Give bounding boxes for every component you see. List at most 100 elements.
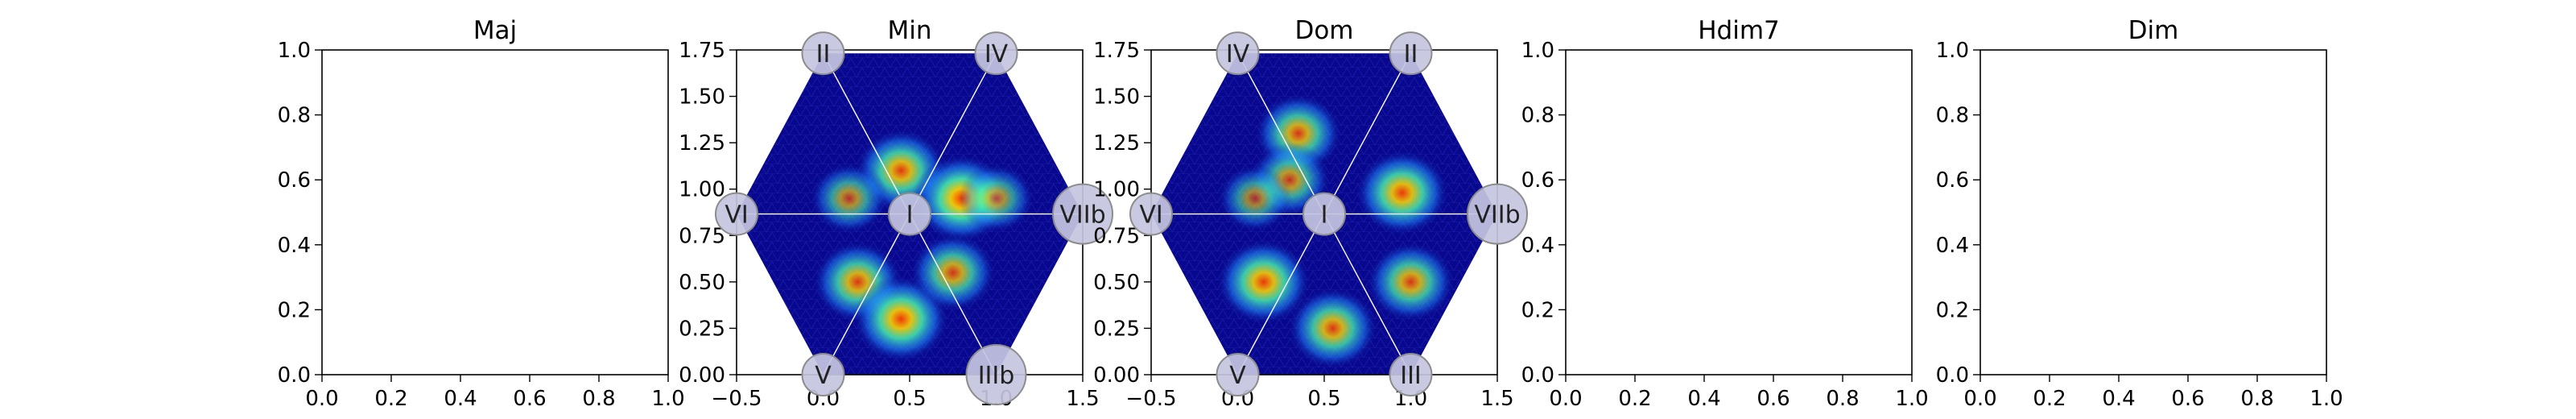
x-tick-label: 0.6 — [1757, 387, 1790, 411]
y-tick-label: 0.2 — [1521, 298, 1554, 322]
node-circle — [1129, 192, 1173, 236]
node-label: V — [815, 362, 832, 390]
axes-frame — [1565, 49, 1913, 375]
spoke-line — [1236, 214, 1325, 375]
x-tick-label: 0.4 — [1687, 387, 1720, 411]
heat-hotspot — [1218, 164, 1292, 232]
node-circle — [1052, 183, 1113, 245]
y-tick-label: 1.0 — [1521, 39, 1554, 63]
x-tick-label: 0.5 — [1307, 387, 1340, 411]
y-tick-label: 1.50 — [679, 85, 725, 110]
x-tick-label: 0.4 — [444, 387, 477, 411]
spoke-line — [909, 53, 997, 214]
y-tick-label: 0.4 — [1936, 234, 1969, 258]
y-tick-label: 1.50 — [1093, 85, 1140, 110]
x-tick-label: 0.8 — [1826, 387, 1859, 411]
node-label: IV — [1226, 40, 1250, 68]
x-tick-label: 0.0 — [1963, 387, 1996, 411]
y-tick-label: 0.6 — [278, 168, 311, 193]
x-tick-label: 1.5 — [1480, 387, 1513, 411]
panel-title: Maj — [473, 16, 517, 45]
panel-title: Min — [887, 16, 931, 45]
y-tick-label: 1.75 — [679, 39, 725, 63]
spoke-line — [1236, 53, 1325, 214]
y-tick-label: 1.00 — [1093, 178, 1140, 202]
chart-panel-dim: Dim 0.0 0.2 0.4 0.6 0.8 1.0 0.0 0.2 0.4 0.6 0.8 1.0 — [1936, 16, 2343, 411]
spoke-line — [822, 214, 910, 375]
y-tick-label: 0.6 — [1936, 168, 1969, 193]
y-tick-label: 1.0 — [278, 39, 311, 63]
axes-frame — [321, 49, 669, 375]
y-tick-label: 0.0 — [1936, 363, 1969, 388]
node-label: III — [1400, 362, 1422, 390]
y-tick-label: 0.50 — [1093, 271, 1140, 295]
y-tick-label: 0.00 — [679, 363, 725, 388]
y-tick-label: 1.25 — [1093, 131, 1140, 156]
node-circle — [965, 344, 1027, 405]
node-label: I — [906, 201, 914, 230]
axes-frame — [1979, 49, 2327, 375]
x-tick-label: 0.4 — [2102, 387, 2135, 411]
node-circle — [715, 192, 758, 236]
node-circle — [1216, 31, 1260, 76]
spoke-line — [822, 53, 910, 214]
y-tick-label: 0.0 — [1521, 363, 1554, 388]
y-tick-label: 1.75 — [1093, 39, 1140, 63]
y-tick-label: 0.8 — [1521, 104, 1554, 128]
x-tick-label: 0.8 — [2240, 387, 2273, 411]
heat-hotspot — [958, 164, 1034, 234]
node-label: II — [816, 40, 831, 68]
y-tick-label: 0.0 — [278, 363, 311, 388]
heat-hotspot — [1355, 150, 1449, 236]
y-tick-label: 0.2 — [1936, 298, 1969, 322]
node-circle — [1216, 353, 1260, 396]
y-tick-label: 0.8 — [1936, 104, 1969, 128]
x-tick-label: 0.0 — [1549, 387, 1582, 411]
x-tick-label: −0.5 — [711, 387, 762, 411]
node-label: I — [1321, 201, 1328, 230]
node-label: IV — [985, 40, 1009, 68]
y-tick-label: 0.2 — [278, 298, 311, 322]
y-tick-label: 0.50 — [679, 271, 725, 295]
heat-hotspot — [1216, 239, 1311, 325]
panel-title: Dom — [1294, 16, 1353, 45]
panel-title: Hdim7 — [1698, 16, 1780, 45]
node-label: IIIb — [978, 362, 1015, 390]
heat-hotspot — [1288, 287, 1378, 369]
node-circle — [1302, 192, 1346, 236]
node-label: V — [1229, 362, 1246, 390]
y-tick-label: 0.8 — [278, 104, 311, 128]
chart-panel-dom: Dom−0.5 0.0 0.5 1.0 1.50.000.250.500.751.001… — [1093, 16, 1528, 411]
y-tick-label: 0.25 — [679, 317, 725, 341]
y-tick-label: 1.00 — [679, 178, 725, 202]
node-label: VIIb — [1474, 201, 1520, 230]
panel-title: Dim — [2128, 16, 2179, 45]
heat-hotspot — [1367, 242, 1455, 322]
spoke-line — [1323, 214, 1412, 375]
y-tick-label: 0.25 — [1093, 317, 1140, 341]
node-circle — [1389, 353, 1433, 396]
x-tick-label: 0.6 — [2171, 387, 2204, 411]
heat-hotspot — [910, 234, 996, 312]
y-tick-label: 1.0 — [1936, 39, 1969, 63]
node-circle — [974, 31, 1018, 76]
x-tick-label: 0.8 — [582, 387, 615, 411]
y-tick-label: 0.00 — [1093, 363, 1140, 388]
node-circle — [801, 353, 845, 396]
node-circle — [888, 192, 931, 236]
x-tick-label: 0.6 — [513, 387, 546, 411]
y-tick-label: 0.4 — [278, 234, 311, 258]
chart-panel-min: Min−0.50.00.51.01.50.000.250.500.751.001… — [679, 16, 1113, 411]
node-label: VI — [724, 201, 748, 230]
node-label: VIIb — [1059, 201, 1105, 230]
y-tick-label: 0.4 — [1521, 234, 1554, 258]
y-tick-label: 0.6 — [1521, 168, 1554, 193]
x-tick-label: 1.0 — [2310, 387, 2343, 411]
x-tick-label: 0.2 — [1618, 387, 1651, 411]
x-tick-label: 1.0 — [651, 387, 684, 411]
node-label: VI — [1139, 201, 1162, 230]
node-circle — [801, 31, 845, 76]
x-tick-label: 0.5 — [893, 387, 926, 411]
node-circle — [1389, 31, 1433, 76]
